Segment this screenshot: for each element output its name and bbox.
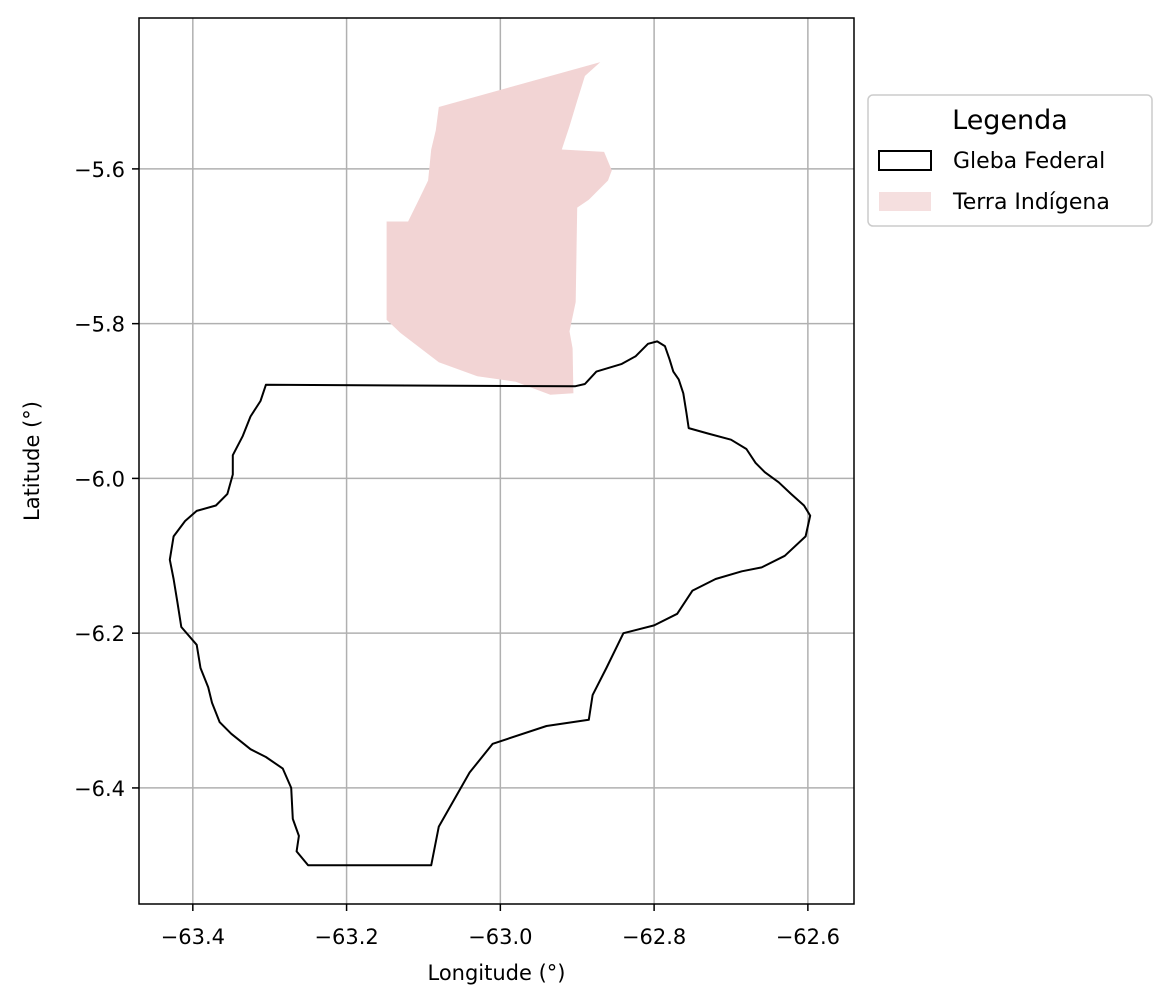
y-tick-label: −6.0 bbox=[74, 467, 125, 491]
x-tick-label: −62.8 bbox=[622, 925, 686, 949]
x-tick-label: −63.4 bbox=[161, 925, 225, 949]
y-tick-label: −6.4 bbox=[74, 777, 125, 801]
y-tick-label: −6.2 bbox=[74, 622, 125, 646]
legend-swatch-terra-indigena bbox=[879, 192, 931, 211]
legend: Legenda Gleba Federal Terra Indígena bbox=[867, 94, 1153, 227]
x-tick-label: −63.0 bbox=[468, 925, 532, 949]
legend-title: Legenda bbox=[952, 105, 1068, 136]
legend-swatch-gleba-federal bbox=[878, 150, 932, 171]
x-tick-label: −62.6 bbox=[776, 925, 840, 949]
y-axis-label: Latitude (°) bbox=[20, 401, 44, 521]
legend-box bbox=[867, 94, 1153, 227]
polygons bbox=[168, 62, 812, 867]
plot-frame bbox=[138, 17, 855, 905]
x-tick-label: −63.2 bbox=[314, 925, 378, 949]
legend-label-gleba-federal: Gleba Federal bbox=[953, 149, 1105, 174]
y-tick-label: −5.6 bbox=[74, 158, 125, 182]
gleba-federal-outline bbox=[168, 340, 812, 867]
y-tick-label: −5.8 bbox=[74, 313, 125, 337]
x-axis-ticks: −63.4 −63.2 −63.0 −62.8 −62.6 bbox=[161, 904, 840, 949]
y-axis-ticks: −5.6 −5.8 −6.0 −6.2 −6.4 bbox=[74, 158, 139, 801]
terra-indigena-polygon bbox=[386, 62, 612, 395]
legend-label-terra-indigena: Terra Indígena bbox=[952, 190, 1110, 215]
x-axis-label: Longitude (°) bbox=[427, 961, 565, 985]
